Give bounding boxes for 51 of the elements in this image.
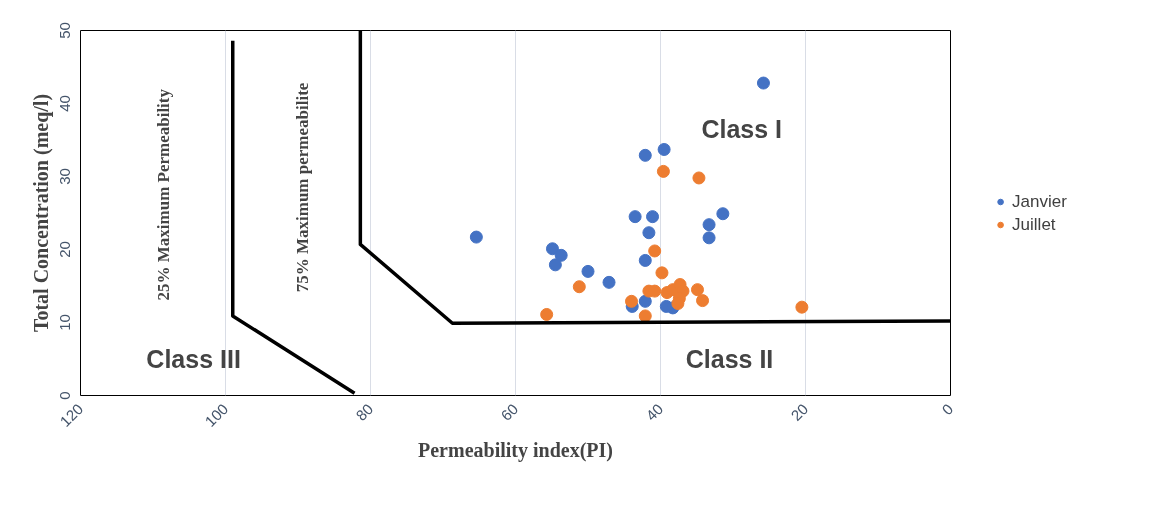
x-tick-label: 20 bbox=[787, 400, 812, 424]
point bbox=[572, 280, 586, 294]
point bbox=[638, 253, 652, 267]
point bbox=[642, 226, 656, 240]
point bbox=[696, 294, 710, 308]
point bbox=[625, 294, 638, 308]
legend-label: Janvier bbox=[1012, 191, 1067, 211]
point bbox=[702, 218, 716, 232]
point bbox=[581, 264, 595, 278]
point bbox=[638, 309, 652, 323]
y-tick-label: 30 bbox=[55, 168, 73, 185]
x-tick-label: 100 bbox=[201, 400, 232, 430]
point bbox=[692, 171, 706, 185]
point bbox=[638, 148, 652, 162]
point bbox=[548, 258, 562, 272]
y-axis-title: Total Concentration (meq/l) bbox=[29, 93, 53, 333]
point bbox=[657, 143, 671, 156]
point bbox=[554, 248, 568, 262]
annotation: 25% Maximum Permeability bbox=[153, 88, 173, 301]
y-tick-label: 10 bbox=[55, 314, 73, 331]
point bbox=[638, 294, 652, 308]
point bbox=[540, 307, 554, 321]
point bbox=[690, 283, 704, 297]
y-tick-label: 40 bbox=[55, 95, 73, 112]
point bbox=[716, 207, 730, 221]
point bbox=[628, 210, 642, 224]
x-tick-label: 80 bbox=[352, 400, 377, 424]
point bbox=[671, 297, 685, 311]
x-tick-label: 120 bbox=[56, 400, 87, 430]
x-tick-label: 40 bbox=[642, 400, 667, 424]
point bbox=[469, 230, 483, 244]
y-tick-label: 20 bbox=[55, 241, 73, 258]
point bbox=[656, 164, 670, 178]
point bbox=[702, 231, 716, 245]
y-tick-label: 0 bbox=[55, 391, 73, 400]
y-tick-label: 50 bbox=[55, 22, 73, 39]
annotation: Class III bbox=[146, 345, 241, 373]
point bbox=[648, 244, 662, 258]
point bbox=[646, 210, 660, 224]
annotation: Class II bbox=[685, 345, 774, 373]
legend-label: Juillet bbox=[1012, 214, 1056, 234]
x-tick-label: 0 bbox=[938, 400, 957, 419]
annotation: 75% Maximum permeabilite bbox=[292, 82, 312, 293]
annotation: Class I bbox=[701, 115, 783, 144]
x-axis-title: Permeability index(PI) bbox=[418, 439, 613, 463]
point bbox=[795, 300, 809, 314]
point bbox=[545, 242, 559, 256]
point bbox=[655, 266, 669, 280]
point bbox=[602, 275, 616, 289]
point bbox=[756, 76, 770, 90]
x-tick-label: 60 bbox=[497, 400, 522, 424]
